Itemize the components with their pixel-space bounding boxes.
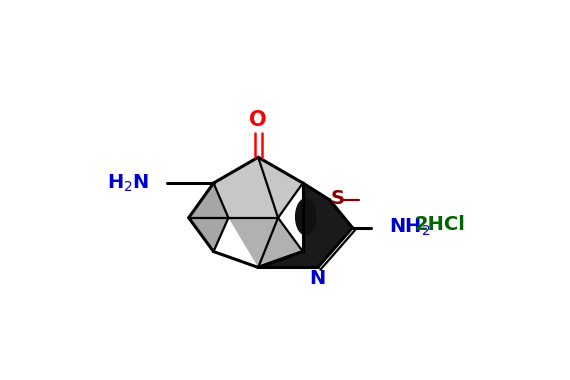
Text: S: S (331, 190, 345, 209)
Polygon shape (189, 183, 229, 252)
Polygon shape (258, 183, 352, 268)
Polygon shape (214, 157, 303, 218)
Text: 2HCl: 2HCl (414, 215, 465, 234)
Ellipse shape (295, 198, 317, 236)
Text: NH$_2$: NH$_2$ (389, 217, 431, 238)
Text: H$_2$N: H$_2$N (107, 173, 149, 194)
Text: O: O (250, 111, 267, 130)
Polygon shape (229, 218, 303, 268)
Text: N: N (310, 269, 326, 288)
